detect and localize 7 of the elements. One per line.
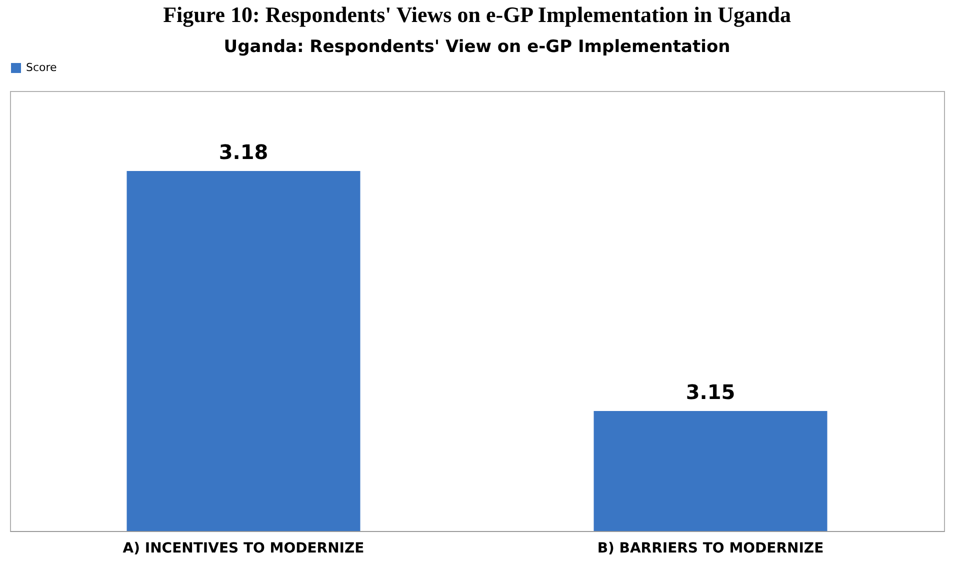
data-label: 3.15	[686, 380, 736, 404]
x-tick-label: B) BARRIERS TO MODERNIZE	[597, 540, 824, 556]
chart-subtitle: Uganda: Respondents' View on e-GP Implementation	[224, 37, 730, 57]
legend-label: Score	[26, 61, 58, 74]
data-label: 3.18	[218, 140, 268, 164]
chart-title: Figure 10: Respondents' Views on e-GP Implementation in Uganda	[163, 2, 791, 27]
x-tick-label: A) INCENTIVES TO MODERNIZE	[122, 540, 364, 556]
